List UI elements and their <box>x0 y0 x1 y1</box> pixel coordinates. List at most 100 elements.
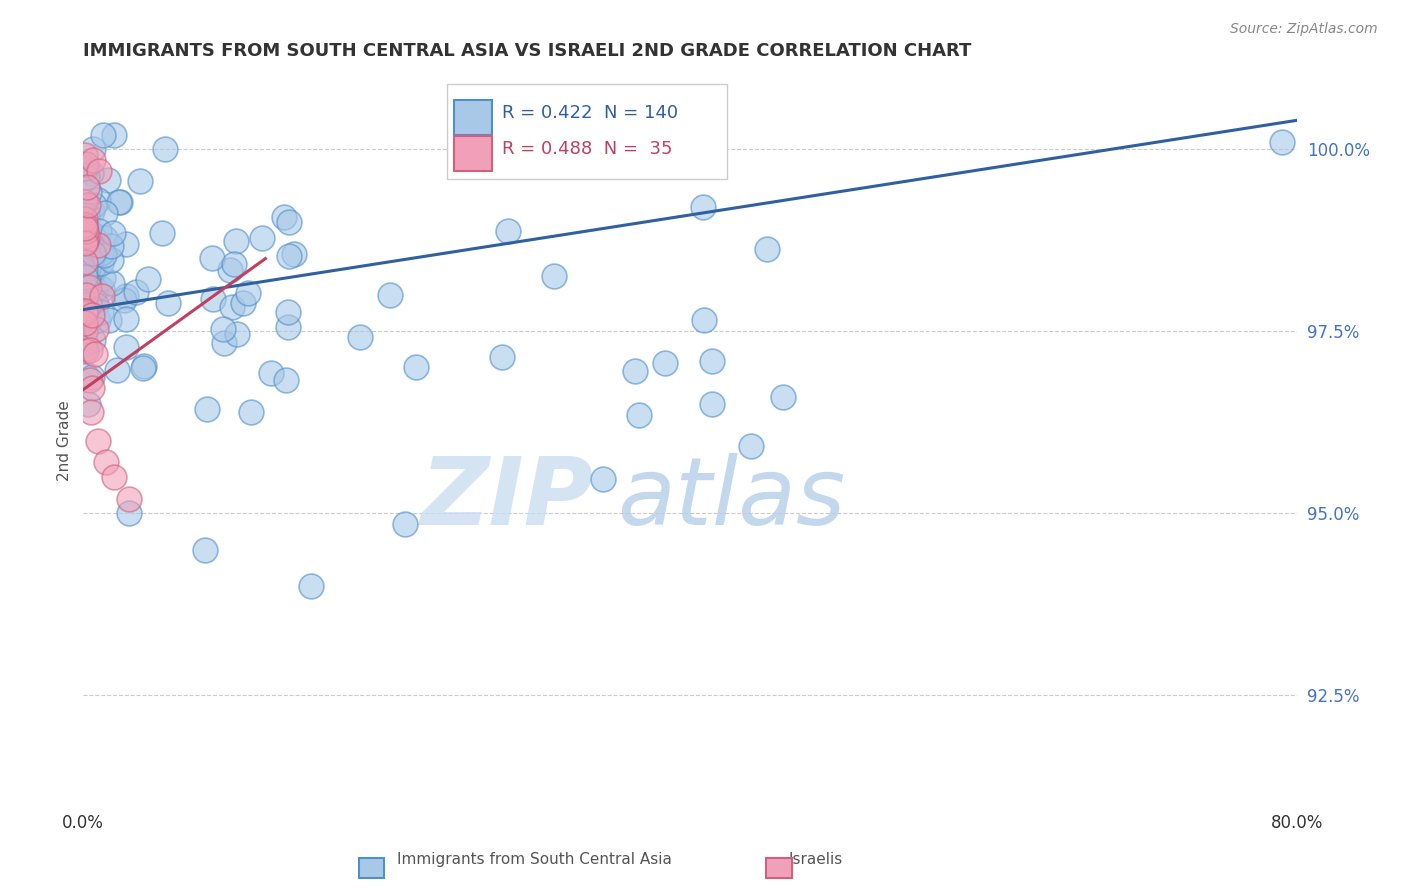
Point <box>82 153 104 168</box>
Point <box>405 359 427 374</box>
Point <box>79 343 101 357</box>
Point <box>87 434 110 448</box>
Point <box>277 305 299 319</box>
Point <box>194 542 217 557</box>
Point <box>277 249 299 263</box>
Point <box>260 366 283 380</box>
Point <box>73 254 96 268</box>
Point <box>155 142 177 156</box>
Point <box>75 221 97 235</box>
Point <box>73 161 96 176</box>
Point <box>75 299 97 313</box>
Point <box>80 381 103 395</box>
Point <box>700 397 723 411</box>
Point <box>232 296 254 310</box>
Point <box>79 373 101 387</box>
Point <box>93 270 115 285</box>
Point <box>152 226 174 240</box>
Point <box>75 223 97 237</box>
Point <box>90 305 112 319</box>
Point <box>115 311 138 326</box>
Point <box>77 304 100 318</box>
Point <box>75 344 97 359</box>
Point <box>212 322 235 336</box>
Point <box>118 491 141 506</box>
Point <box>101 276 124 290</box>
Point <box>378 288 401 302</box>
Point <box>76 264 98 278</box>
Point <box>79 236 101 251</box>
Text: R = 0.488  N =  35: R = 0.488 N = 35 <box>502 140 672 159</box>
Point <box>702 354 724 368</box>
Point <box>83 248 105 262</box>
Point <box>693 313 716 327</box>
Point <box>73 262 96 277</box>
Point <box>76 169 98 184</box>
Text: Israelis: Israelis <box>789 852 842 867</box>
Point <box>221 300 243 314</box>
Point <box>86 238 108 252</box>
Point <box>252 231 274 245</box>
Point <box>77 232 100 246</box>
Point <box>91 128 114 142</box>
Point <box>100 253 122 268</box>
Point <box>80 281 103 295</box>
Point <box>755 242 778 256</box>
Point <box>132 361 155 376</box>
Point <box>76 397 98 411</box>
Point <box>76 208 98 222</box>
Point <box>73 232 96 246</box>
Point <box>82 203 104 218</box>
Point <box>86 235 108 249</box>
Point <box>75 306 97 320</box>
Point <box>79 165 101 179</box>
Point <box>73 230 96 244</box>
Point <box>98 312 121 326</box>
Point <box>75 235 97 250</box>
Point <box>105 363 128 377</box>
Y-axis label: 2nd Grade: 2nd Grade <box>58 401 72 481</box>
Point <box>91 289 114 303</box>
Point <box>75 325 97 339</box>
Point <box>75 218 97 232</box>
Point <box>76 271 98 285</box>
Point <box>91 282 114 296</box>
Point <box>299 579 322 593</box>
Point <box>93 247 115 261</box>
Point <box>73 253 96 268</box>
Point <box>73 342 96 356</box>
Point <box>100 238 122 252</box>
Point <box>114 236 136 251</box>
Point <box>76 180 98 194</box>
Point <box>75 234 97 248</box>
Point <box>73 336 96 351</box>
FancyBboxPatch shape <box>454 136 492 171</box>
Point <box>349 329 371 343</box>
Point <box>692 200 714 214</box>
Point <box>80 265 103 279</box>
Point <box>73 334 96 348</box>
Point <box>82 333 104 347</box>
Point <box>75 287 97 301</box>
Point <box>82 228 104 243</box>
Point <box>89 224 111 238</box>
Point <box>76 229 98 244</box>
Point <box>239 405 262 419</box>
Point <box>75 161 97 176</box>
Point <box>115 340 138 354</box>
Point <box>225 327 247 342</box>
Point <box>624 364 647 378</box>
Point <box>278 214 301 228</box>
Point <box>86 298 108 312</box>
Point <box>103 227 125 241</box>
Point <box>125 285 148 299</box>
Point <box>77 185 100 199</box>
Point <box>75 221 97 235</box>
Point <box>80 370 103 384</box>
Point <box>73 310 96 324</box>
Point <box>273 211 295 225</box>
Point <box>108 195 131 210</box>
Point <box>627 157 650 171</box>
Point <box>73 303 96 318</box>
Point <box>89 279 111 293</box>
